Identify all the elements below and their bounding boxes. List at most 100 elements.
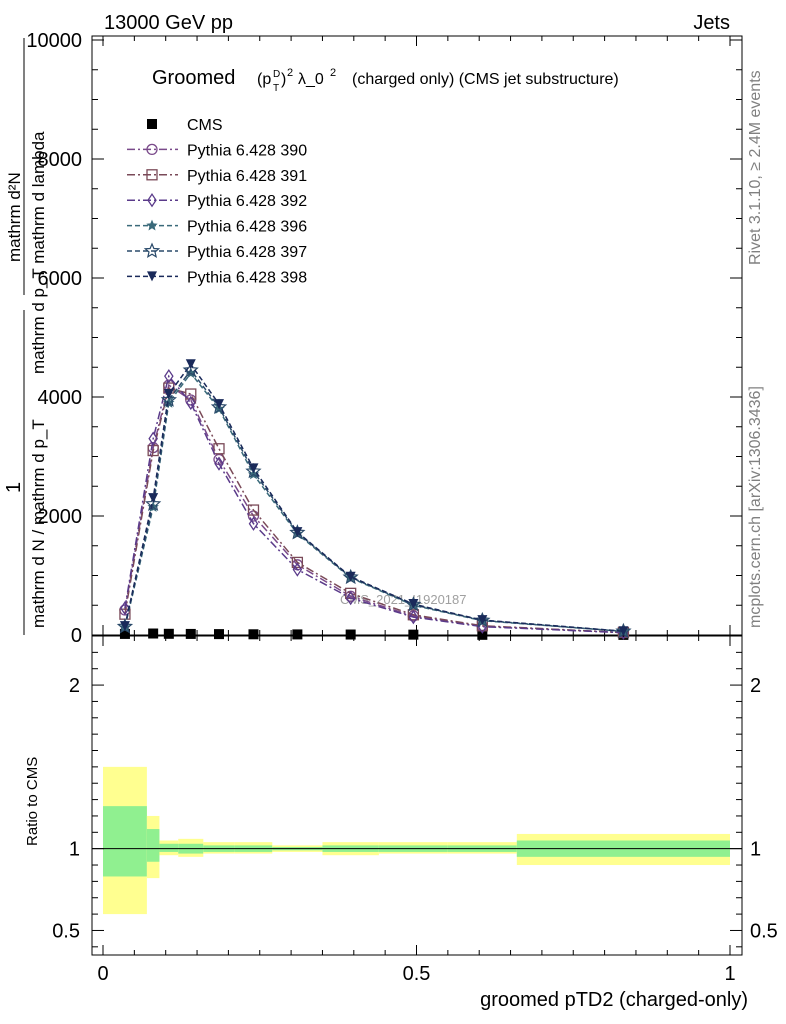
data-point: [292, 527, 303, 538]
data-point: [477, 615, 488, 626]
x-tick-label: 1: [724, 963, 735, 985]
data-point: [119, 621, 130, 632]
ylabel-prefix-num: 1: [3, 482, 25, 493]
ylabel-prefix-den: mathrm d N / mathrm d p_T: [29, 419, 48, 628]
data-point: [291, 556, 304, 569]
data-point: [477, 629, 488, 640]
x-tick-label: 0: [97, 963, 108, 985]
data-point: [144, 495, 162, 512]
ratio-axes: 0 0.5 1 0.5 0.5 1 1 2 2: [52, 635, 778, 985]
ratio-y-tick-label: 1: [69, 839, 80, 861]
ratio-plot-area: [103, 766, 730, 915]
ratio-frame: [91, 635, 743, 956]
ratio-y-tick-label-right: 0.5: [750, 920, 778, 942]
header-right: Jets: [693, 12, 730, 34]
y-tick-label: 8000: [38, 149, 83, 171]
legend-marker: [147, 119, 157, 129]
legend-label: Pythia 6.428 396: [187, 219, 307, 236]
data-point: [185, 388, 197, 400]
x-tick-label: 0.5: [403, 963, 431, 985]
title-suffix: (charged only) (CMS jet substructure): [352, 71, 619, 88]
data-point: [163, 389, 174, 400]
legend-marker: [143, 242, 161, 258]
y-tick-label: 2000: [38, 506, 83, 528]
data-point: [618, 626, 629, 637]
watermark: CMS_2021_I1920187: [340, 592, 467, 607]
data-point: [292, 562, 303, 577]
legend-marker: [147, 271, 157, 282]
ratio-y-tick-label: 0.5: [52, 920, 80, 942]
data-point: [185, 394, 197, 406]
series-6: [119, 359, 629, 637]
title-prefix: Groomed: [152, 67, 235, 89]
data-point: [182, 361, 199, 378]
data-point: [247, 504, 260, 516]
series-line: [124, 374, 624, 634]
data-point: [213, 629, 224, 640]
svg-text:D: D: [273, 69, 280, 80]
x-axis-label: groomed pTD2 (charged-only): [480, 989, 748, 1011]
legend: CMS Pythia 6.428 390 Pythia 6.428 391 Pythi…: [127, 117, 307, 286]
data-point: [163, 628, 174, 639]
ratio-y-tick-label-right: 2: [750, 675, 761, 697]
data-point: [213, 443, 225, 455]
ratio-y-tick-label-right: 1: [750, 839, 761, 861]
svg-text:2: 2: [330, 67, 336, 79]
svg-text:T: T: [273, 83, 279, 94]
legend-label: CMS: [187, 117, 223, 134]
legend-marker: [146, 143, 158, 156]
data-point: [148, 628, 159, 639]
data-point: [407, 609, 420, 621]
legend-marker: [146, 219, 158, 231]
y-tick-label: 0: [71, 625, 82, 647]
data-point: [160, 391, 178, 407]
mcplots-label: mcplots.cern.ch [arXiv:1306.3436]: [747, 386, 764, 628]
ratio-band-inner-1: [146, 829, 160, 862]
data-point: [345, 629, 356, 640]
ratio-y-axis-label: Ratio to CMS: [24, 757, 41, 846]
header-left: 13000 GeV pp: [104, 12, 233, 34]
data-point: [185, 395, 196, 411]
title-math: (p D T ) 2 λ_0 2: [257, 67, 336, 94]
data-point: [148, 493, 159, 504]
data-point: [248, 516, 259, 531]
svg-text:(p: (p: [257, 71, 271, 88]
ratio-y-tick-label: 2: [69, 675, 80, 697]
data-point: [408, 599, 419, 610]
ylabel-num: mathrm d²N: [5, 172, 24, 262]
data-point: [245, 462, 262, 479]
data-point: [248, 629, 259, 640]
legend-label: Pythia 6.428 392: [187, 193, 307, 210]
data-point: [148, 431, 158, 446]
data-point: [164, 369, 174, 384]
data-point: [345, 590, 356, 606]
svg-text:): ): [281, 71, 286, 88]
svg-text:λ_0: λ_0: [298, 71, 324, 88]
data-point: [292, 629, 303, 640]
data-point: [213, 399, 224, 410]
rivet-label: Rivet 3.1.10, ≥ 2.4M events: [747, 70, 764, 265]
legend-label: Pythia 6.428 397: [187, 244, 307, 261]
data-point: [120, 601, 130, 616]
series-layer: [116, 359, 632, 640]
y-tick-label: 10000: [26, 30, 82, 52]
plot-title: Groomed (p D T ) 2 λ_0 2 (charged only) …: [152, 67, 619, 94]
legend-label: Pythia 6.428 391: [187, 168, 307, 185]
data-point: [408, 609, 419, 625]
data-point: [345, 571, 356, 582]
ylabel-den: mathrm d p_T mathrm d lambda: [29, 131, 48, 374]
legend-marker: [146, 169, 158, 181]
legend-label: Pythia 6.428 390: [187, 142, 307, 159]
data-point: [408, 629, 419, 640]
data-point: [248, 463, 259, 474]
y-tick-label: 4000: [38, 387, 83, 409]
data-point: [119, 628, 130, 639]
y-axis-label: 1 mathrm d N / mathrm d p_T mathrm d²N m…: [3, 38, 48, 635]
series-line: [124, 383, 624, 634]
data-point: [210, 398, 228, 415]
legend-label: Pythia 6.428 398: [187, 269, 307, 286]
series-line: [124, 387, 624, 634]
data-point: [185, 359, 196, 370]
ratio-band-inner-0: [103, 806, 147, 877]
